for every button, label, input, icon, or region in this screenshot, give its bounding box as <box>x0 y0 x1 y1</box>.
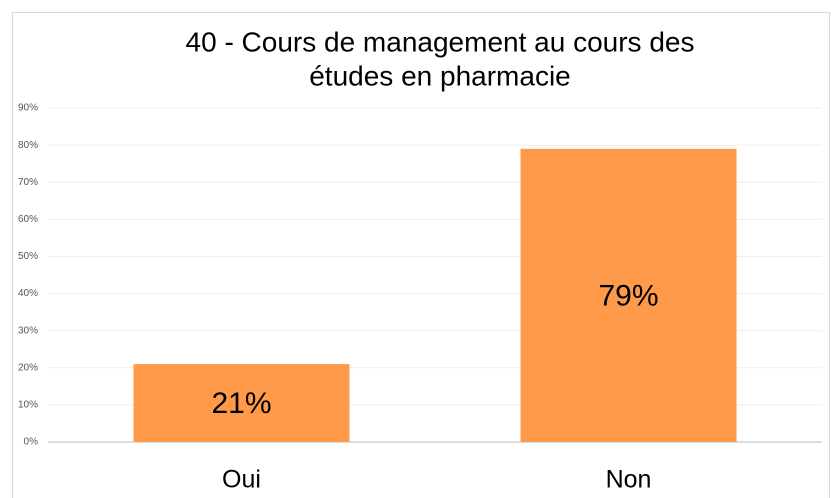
y-tick-label: 50% <box>18 251 38 262</box>
chart-title: études en pharmacie <box>309 60 571 91</box>
y-tick-label: 80% <box>18 140 38 151</box>
y-tick-label: 70% <box>18 177 38 188</box>
value-label: 79% <box>598 279 658 312</box>
y-tick-label: 30% <box>18 325 38 336</box>
x-tick-label: Oui <box>222 466 261 494</box>
y-tick-label: 60% <box>18 214 38 225</box>
y-tick-label: 0% <box>24 437 39 448</box>
bar <box>133 364 350 442</box>
x-tick-label: Non <box>606 466 652 494</box>
value-label: 21% <box>211 387 271 420</box>
bar <box>520 148 737 443</box>
chart-title: 40 - Cours de management au cours des <box>186 26 695 57</box>
y-tick-label: 20% <box>18 362 38 373</box>
y-tick-label: 10% <box>18 400 38 411</box>
y-tick-label: 40% <box>18 288 38 299</box>
y-tick-label: 90% <box>18 103 38 114</box>
